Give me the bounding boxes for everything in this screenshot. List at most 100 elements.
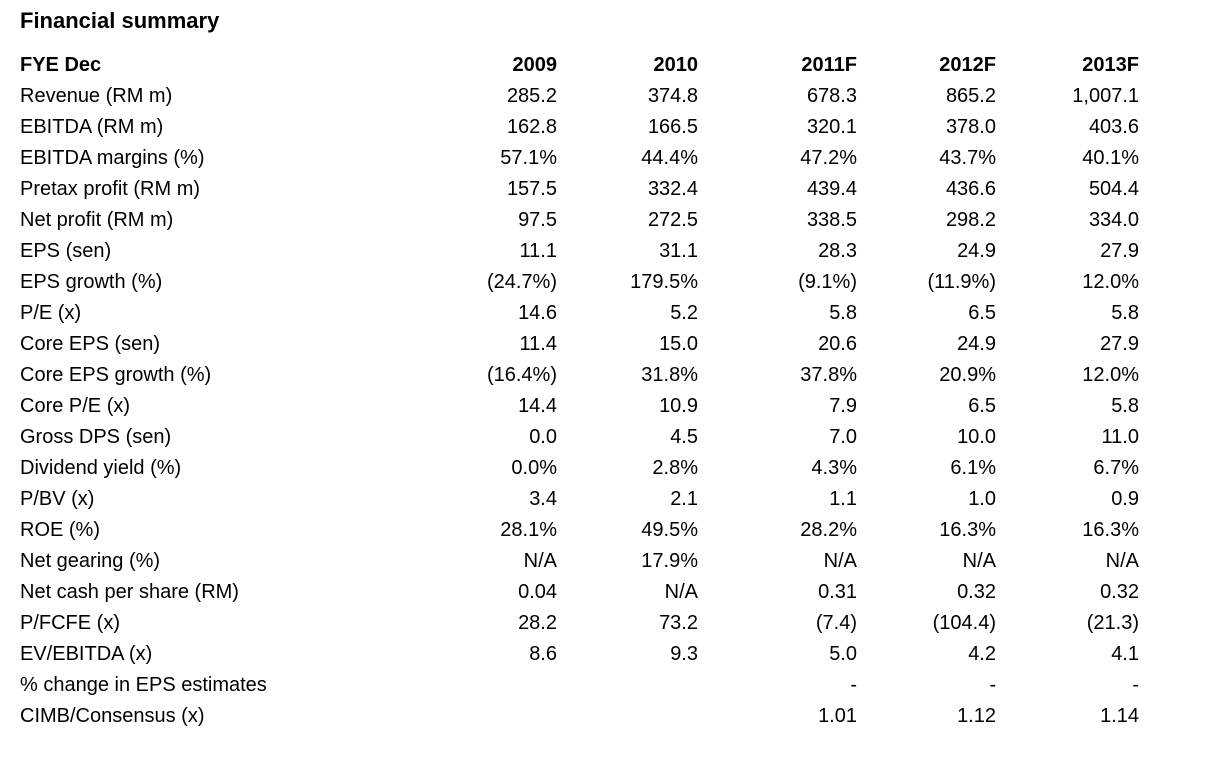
row-label: ROE (%) — [20, 519, 100, 541]
row-value: 31.8% — [641, 364, 698, 386]
table-head: FYE Dec 2009 2010 2011F 2012F 2013F — [20, 50, 1139, 81]
row-value: 12.0% — [1082, 364, 1139, 386]
row-value: 47.2% — [800, 147, 857, 169]
row-label: Core EPS growth (%) — [20, 364, 212, 386]
row-value: 5.2 — [670, 302, 698, 324]
row-value: N/A — [1105, 550, 1139, 572]
table-row: Net gearing (%) N/A 17.9% N/A N/A N/A — [20, 546, 1139, 577]
row-value: 162.8 — [506, 116, 557, 138]
financial-summary-table: FYE Dec 2009 2010 2011F 2012F 2013F Revenue (… — [20, 50, 1139, 732]
row-value: N/A — [962, 550, 996, 572]
table-row: Dividend yield (%) 0.0% 2.8% 4.3% 6.1% 6.7% — [20, 453, 1139, 484]
row-label: Revenue (RM m) — [20, 85, 173, 107]
row-value: 179.5% — [630, 271, 698, 293]
row-label: P/E (x) — [20, 302, 82, 324]
row-value: 298.2 — [945, 209, 996, 231]
table-row: Pretax profit (RM m) 157.5 332.4 439.4 436.6… — [20, 174, 1139, 205]
row-label: Pretax profit (RM m) — [20, 178, 201, 200]
row-value: 5.8 — [1111, 302, 1139, 324]
row-value: 1.0 — [968, 488, 996, 510]
row-value: 6.5 — [968, 302, 996, 324]
row-value: 20.6 — [818, 333, 857, 355]
row-value: 166.5 — [647, 116, 698, 138]
table-row: P/BV (x) 3.4 2.1 1.1 1.0 0.9 — [20, 484, 1139, 515]
row-value: 9.3 — [670, 643, 698, 665]
row-value: 1.12 — [957, 705, 996, 727]
column-header-year: 2013F — [1082, 54, 1139, 76]
row-value: 43.7% — [939, 147, 996, 169]
row-value: 49.5% — [641, 519, 698, 541]
row-value: 338.5 — [806, 209, 857, 231]
row-value: (24.7%) — [486, 271, 557, 293]
row-value: N/A — [523, 550, 557, 572]
row-label: Net cash per share (RM) — [20, 581, 239, 603]
row-value: 44.4% — [641, 147, 698, 169]
row-value: 1.01 — [818, 705, 857, 727]
column-header-year: 2012F — [939, 54, 996, 76]
table-row: Gross DPS (sen) 0.0 4.5 7.0 10.0 11.0 — [20, 422, 1139, 453]
row-value: 20.9% — [939, 364, 996, 386]
table-row: Core EPS (sen) 11.4 15.0 20.6 24.9 27.9 — [20, 329, 1139, 360]
row-value: 6.5 — [968, 395, 996, 417]
row-value: 0.04 — [518, 581, 557, 603]
row-value: 10.0 — [957, 426, 996, 448]
row-value — [457, 701, 557, 732]
row-value: - — [850, 674, 857, 696]
table-row: EBITDA margins (%) 57.1% 44.4% 47.2% 43.7% 40… — [20, 143, 1139, 174]
row-value: N/A — [823, 550, 857, 572]
row-value: 31.1 — [659, 240, 698, 262]
row-value: 11.1 — [519, 240, 557, 262]
row-value: 27.9 — [1100, 333, 1139, 355]
row-value: 0.0% — [511, 457, 557, 479]
row-label: P/FCFE (x) — [20, 612, 120, 634]
row-value: 5.8 — [829, 302, 857, 324]
row-value: 24.9 — [957, 240, 996, 262]
row-value: 0.32 — [957, 581, 996, 603]
table-row: P/E (x) 14.6 5.2 5.8 6.5 5.8 — [20, 298, 1139, 329]
row-value: 4.5 — [670, 426, 698, 448]
row-value — [557, 701, 698, 732]
row-label: Net profit (RM m) — [20, 209, 174, 231]
row-value: (11.9%) — [927, 271, 996, 293]
row-label: CIMB/Consensus (x) — [20, 705, 205, 727]
row-value: 28.1% — [500, 519, 557, 541]
table-row: EV/EBITDA (x) 8.6 9.3 5.0 4.2 4.1 — [20, 639, 1139, 670]
row-label: EPS (sen) — [20, 240, 112, 262]
row-label: P/BV (x) — [20, 488, 95, 510]
row-value: 678.3 — [806, 85, 857, 107]
table-row: Core P/E (x) 14.4 10.9 7.9 6.5 5.8 — [20, 391, 1139, 422]
row-value: 272.5 — [647, 209, 698, 231]
row-value: 378.0 — [945, 116, 996, 138]
row-value: 4.1 — [1111, 643, 1139, 665]
row-value: 3.4 — [529, 488, 557, 510]
row-value: - — [1132, 674, 1139, 696]
row-value: 0.0 — [529, 426, 557, 448]
table-row: EPS growth (%) (24.7%) 179.5% (9.1%) (11.9%)… — [20, 267, 1139, 298]
row-value: 0.9 — [1111, 488, 1139, 510]
table-row: ROE (%) 28.1% 49.5% 28.2% 16.3% 16.3% — [20, 515, 1139, 546]
table-row: P/FCFE (x) 28.2 73.2 (7.4) (104.4) (21.3) — [20, 608, 1139, 639]
row-value: (16.4%) — [486, 364, 557, 386]
row-value: 334.0 — [1088, 209, 1139, 231]
row-label: Gross DPS (sen) — [20, 426, 172, 448]
row-value: 7.9 — [829, 395, 857, 417]
row-value: 403.6 — [1088, 116, 1139, 138]
table-row: Revenue (RM m) 285.2 374.8 678.3 865.2 1,007.… — [20, 81, 1139, 112]
row-value: 285.2 — [506, 85, 557, 107]
row-value — [557, 670, 698, 701]
financial-summary-page: Financial summary FYE Dec 2009 2010 2011F 20… — [20, 9, 1139, 732]
row-value — [457, 670, 557, 701]
table-row: % change in EPS estimates - - - — [20, 670, 1139, 701]
row-value: - — [989, 674, 996, 696]
column-header-year: 2009 — [512, 54, 558, 76]
row-value: 28.3 — [818, 240, 857, 262]
column-header-year: 2011F — [801, 54, 857, 76]
row-value: 4.3% — [811, 457, 857, 479]
row-value: (104.4) — [932, 612, 996, 634]
table-row: Net profit (RM m) 97.5 272.5 338.5 298.2 334.… — [20, 205, 1139, 236]
row-value: 8.6 — [529, 643, 557, 665]
row-value: 57.1% — [500, 147, 557, 169]
row-value: 14.6 — [518, 302, 557, 324]
table-header-row: FYE Dec 2009 2010 2011F 2012F 2013F — [20, 50, 1139, 81]
row-label: EBITDA margins (%) — [20, 147, 205, 169]
